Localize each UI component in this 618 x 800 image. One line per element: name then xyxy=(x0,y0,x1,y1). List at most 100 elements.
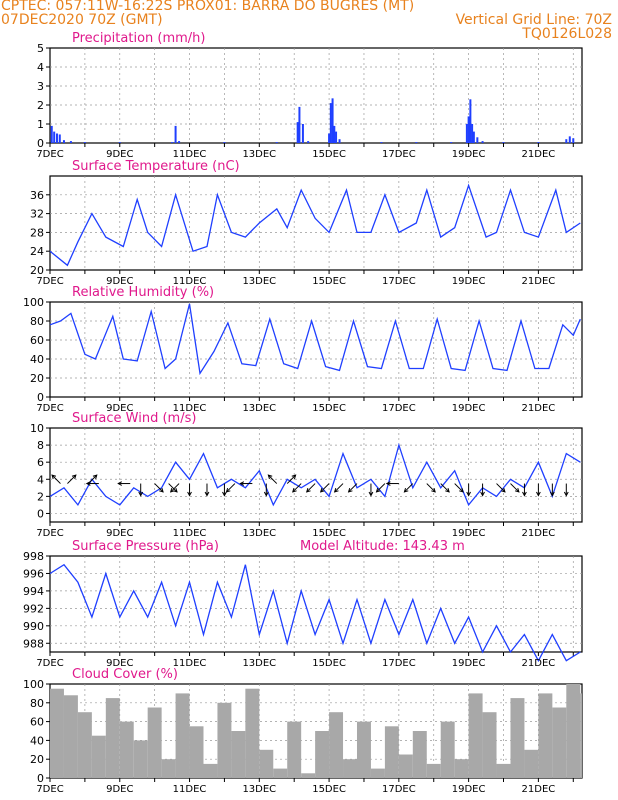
wind-arrow-head xyxy=(403,487,409,493)
press-xtick-label: 7DEC xyxy=(36,658,63,669)
precip-title: Precipitation (mm/h) xyxy=(72,31,205,46)
precip-bar xyxy=(471,124,474,143)
temp-panel xyxy=(46,175,583,274)
cloud-xtick-label: 19DEC xyxy=(452,784,486,795)
rh-xtick-label: 17DEC xyxy=(382,403,416,414)
cloud-bar xyxy=(245,688,260,778)
cloud-bar xyxy=(440,721,455,778)
wind-xtick-label: 17DEC xyxy=(382,528,416,539)
cloud-bar xyxy=(203,763,218,778)
wind-arrow-head xyxy=(117,481,122,486)
temp-line xyxy=(49,183,581,267)
wind-ytick-label: 4 xyxy=(37,473,44,486)
wind-ytick-label: 6 xyxy=(37,456,44,469)
rh-xtick-label: 21DEC xyxy=(522,403,556,414)
wind-arrow xyxy=(306,483,316,493)
cloud-bar xyxy=(301,773,316,778)
wind-arrow-head xyxy=(385,481,391,486)
precip-bar xyxy=(307,141,310,143)
cloud-ytick-label: 40 xyxy=(30,734,44,747)
wind-arrow-head xyxy=(305,487,311,493)
cloud-bar xyxy=(119,721,134,778)
precip-frame xyxy=(49,47,583,144)
press-xtick-label: 13DEC xyxy=(242,658,276,669)
cloud-xtick-label: 9DEC xyxy=(106,784,133,795)
cloud-panel xyxy=(46,683,583,782)
temp-xtick-label: 11DEC xyxy=(173,276,207,287)
wind-arrow xyxy=(51,474,61,484)
cloud-bar xyxy=(412,731,427,778)
wind-arrow-head xyxy=(368,491,374,497)
wind-arrow xyxy=(170,483,180,493)
cloud-bar xyxy=(538,693,553,778)
rh-xtick-label: 9DEC xyxy=(106,403,133,414)
cloud-bar xyxy=(273,768,288,778)
precip-bar xyxy=(223,142,226,143)
precip-bar xyxy=(469,99,472,143)
precip-ytick-label: 4 xyxy=(37,61,44,74)
wind-arrow-head xyxy=(431,487,436,493)
wind-arrow-head xyxy=(549,491,555,497)
cloud-ytick-label: 0 xyxy=(37,772,44,785)
wind-arrow-head xyxy=(500,487,506,493)
precip-bar xyxy=(415,142,418,143)
precip-xtick-label: 11DEC xyxy=(173,149,207,160)
precip-bar xyxy=(83,142,86,143)
wind-arrow xyxy=(376,483,386,493)
cloud-bar xyxy=(133,740,148,778)
wind-arrow-head xyxy=(291,474,297,480)
temp-ytick-label: 20 xyxy=(30,264,44,277)
wind-arrow-head xyxy=(71,474,77,480)
cloud-bar xyxy=(161,759,176,778)
wind-arrow xyxy=(292,483,302,493)
wind-xtick-label: 11DEC xyxy=(173,528,207,539)
wind-arrow-head xyxy=(187,491,192,497)
cloud-bar xyxy=(398,754,413,778)
press-xtick-label: 21DEC xyxy=(522,658,556,669)
press-note: Model Altitude: 143.43 m xyxy=(300,539,465,554)
press-xtick-label: 9DEC xyxy=(106,658,133,669)
wind-arrow xyxy=(496,483,506,493)
wind-arrow-head xyxy=(85,481,91,486)
temp-ytick-label: 28 xyxy=(30,226,44,239)
precip-bar xyxy=(329,103,332,143)
wind-ytick-label: 10 xyxy=(30,422,44,435)
cloud-bar xyxy=(77,712,92,778)
precip-panel xyxy=(46,47,583,147)
temp-ytick-label: 24 xyxy=(30,245,44,258)
rh-xtick-label: 15DEC xyxy=(312,403,346,414)
rh-frame xyxy=(49,301,583,398)
precip-bar xyxy=(467,116,470,143)
wind-arrow-head xyxy=(204,491,210,497)
rh-ytick-label: 40 xyxy=(30,353,44,366)
precip-bar xyxy=(301,124,304,143)
precip-ytick-label: 2 xyxy=(37,99,44,112)
grid-line-label: Vertical Grid Line: 70Z xyxy=(455,12,612,28)
precip-bar xyxy=(50,125,53,143)
station-header: CPTEC: 057:11W-16:22S PROX01: BARRA DO B… xyxy=(1,0,415,14)
wind-ytick-label: 8 xyxy=(37,439,44,452)
precip-ytick-label: 3 xyxy=(37,80,44,93)
cloud-bar xyxy=(356,721,371,778)
wind-arrow-head xyxy=(138,491,144,497)
cloud-bar xyxy=(315,731,330,778)
precip-bar xyxy=(118,142,121,143)
wind-xtick-label: 7DEC xyxy=(36,528,63,539)
cloud-xtick-label: 15DEC xyxy=(312,784,346,795)
press-xtick-label: 15DEC xyxy=(312,658,346,669)
cloud-bar xyxy=(50,688,64,778)
cloud-bar xyxy=(287,721,302,778)
wind-arrow-head xyxy=(445,487,450,493)
cloud-xtick-label: 7DEC xyxy=(36,784,63,795)
cloud-xtick-label: 17DEC xyxy=(382,784,416,795)
press-ytick-label: 990 xyxy=(23,620,44,633)
precip-bar xyxy=(62,140,65,143)
wind-arrow-head xyxy=(375,487,381,493)
precip-ytick-label: 5 xyxy=(37,42,44,55)
precip-bar xyxy=(275,142,278,143)
cloud-ytick-label: 60 xyxy=(30,716,44,729)
cloud-bar xyxy=(147,707,162,778)
press-xtick-label: 11DEC xyxy=(173,658,207,669)
cloud-bar xyxy=(468,693,483,778)
run-time-label: 07DEC2020 70Z (GMT) xyxy=(1,12,163,28)
